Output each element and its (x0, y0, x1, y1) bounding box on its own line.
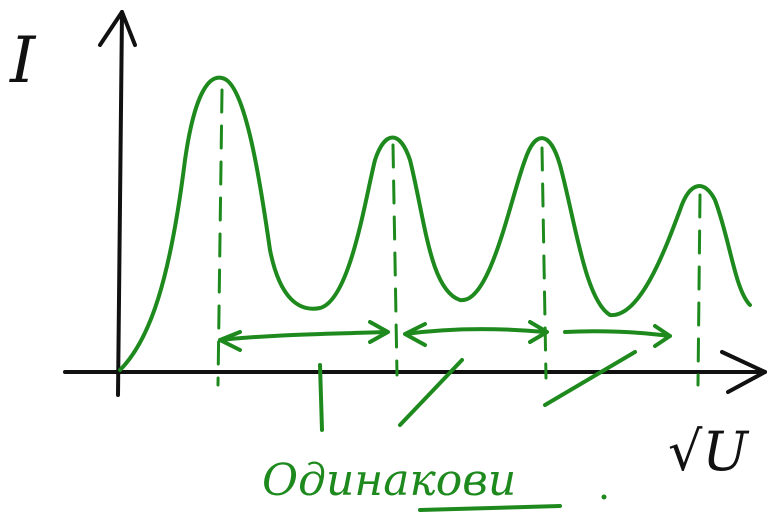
x-axis-label: √U (668, 420, 749, 483)
peak-line (542, 148, 546, 378)
y-axis-arrow (100, 12, 135, 45)
pointer (400, 360, 462, 425)
spacing-arrow (405, 322, 547, 345)
peak-line (698, 195, 700, 385)
spacing-arrow (565, 326, 670, 346)
sketch: I √U Одинакови (0, 0, 773, 519)
pointer (320, 365, 322, 430)
y-axis (118, 12, 122, 395)
y-axis-label: I (9, 24, 37, 98)
underline (420, 506, 560, 510)
peak-line (393, 145, 397, 375)
annotation: Одинакови (262, 455, 516, 506)
page: I √U Одинакови (() => { const data = JSO… (0, 0, 773, 519)
spacing-arrow (220, 322, 388, 350)
pointer (545, 352, 635, 405)
dot (602, 495, 607, 500)
